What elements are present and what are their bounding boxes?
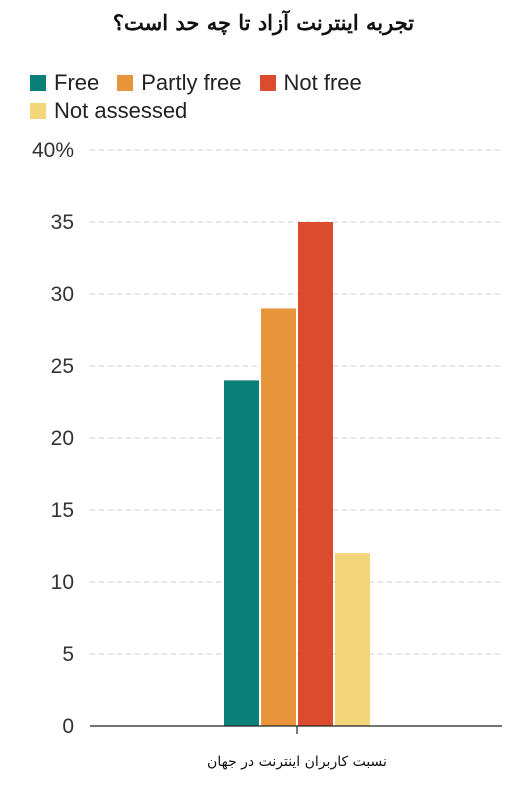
- legend-item-partly-free: Partly free: [117, 70, 242, 96]
- y-tick-label: 30: [51, 283, 74, 306]
- axis-layer: 0 5 10 15 20 25 30 35 40% نسبت کاربران اینترنت در…: [32, 139, 502, 770]
- grid-layer: [90, 149, 502, 655]
- legend-item-free: Free: [30, 70, 99, 96]
- legend-swatch-not-free: [259, 75, 276, 91]
- legend: Free Partly free Not free Not assessed: [30, 70, 470, 124]
- legend-item-not-assessed: Not assessed: [30, 98, 187, 124]
- bar-not-assessed: [335, 553, 370, 726]
- x-category-label: نسبت کاربران اینترنت در جهان: [207, 754, 387, 770]
- chart-title: تجربه اینترنت آزاد تا چه حد است؟: [112, 10, 415, 35]
- y-tick-label: 10: [51, 571, 74, 594]
- bar-partly-free: [261, 308, 296, 726]
- legend-label-free: Free: [54, 70, 100, 95]
- legend-item-not-free: Not free: [259, 70, 362, 96]
- y-tick-label: 40%: [32, 139, 74, 162]
- y-tick-label: 15: [51, 499, 74, 522]
- y-tick-label: 5: [62, 643, 74, 666]
- y-tick-label: 20: [51, 427, 74, 450]
- bars-layer: [224, 222, 370, 726]
- bar-free: [224, 380, 259, 726]
- y-tick-label: 25: [51, 355, 74, 378]
- legend-label-partly-free: Partly free: [141, 70, 242, 95]
- legend-label-not-assessed: Not assessed: [54, 98, 188, 123]
- legend-swatch-free: [30, 75, 46, 91]
- legend-swatch-partly-free: [117, 75, 134, 91]
- y-tick-label: 35: [51, 211, 74, 234]
- legend-swatch-not-assessed: [30, 103, 46, 119]
- y-tick-label: 0: [62, 715, 74, 738]
- bar-not-free: [298, 222, 333, 726]
- legend-label-not-free: Not free: [283, 70, 362, 95]
